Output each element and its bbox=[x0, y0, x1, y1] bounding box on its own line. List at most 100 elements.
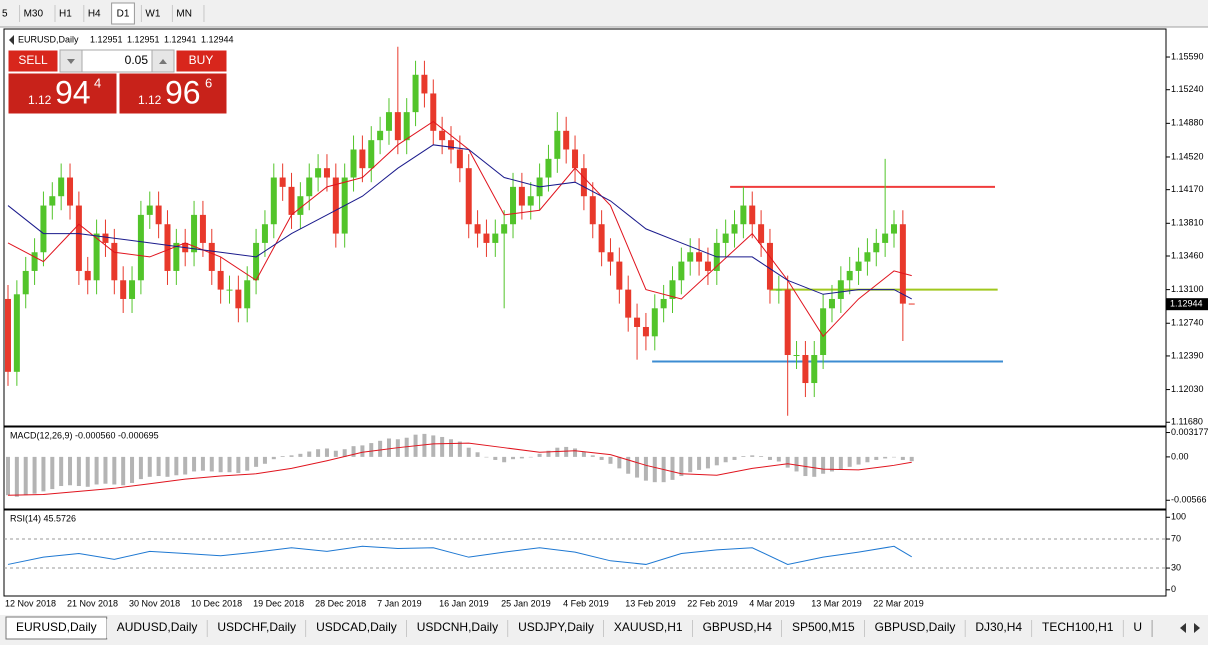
buy-label[interactable]: BUY bbox=[189, 53, 214, 67]
candle-body bbox=[563, 130, 570, 150]
candle-body bbox=[67, 177, 74, 206]
candle-body bbox=[359, 149, 366, 169]
macd-bar bbox=[289, 455, 294, 457]
macd-bar bbox=[130, 456, 135, 483]
symbol-tab-label[interactable]: TECH100,H1 bbox=[1042, 620, 1114, 634]
bid-box[interactable] bbox=[7, 72, 118, 115]
y-tick-label: 0 bbox=[1171, 584, 1176, 594]
sell-button[interactable] bbox=[7, 49, 59, 73]
macd-bar bbox=[900, 456, 905, 460]
symbol-tab[interactable] bbox=[207, 619, 307, 638]
symbol-tab[interactable] bbox=[692, 619, 782, 638]
symbol-tab-label[interactable]: USDCNH,Daily bbox=[417, 620, 498, 634]
symbol-tab[interactable] bbox=[406, 619, 509, 638]
timeframe-label[interactable]: MN bbox=[176, 9, 192, 20]
buy-button[interactable] bbox=[175, 49, 228, 73]
symbol-tab-label[interactable]: USDCHF,Daily bbox=[217, 620, 296, 634]
symbol-tab-label[interactable]: GBPUSD,Daily bbox=[875, 620, 956, 634]
candle-body bbox=[642, 326, 649, 337]
timeframe-label[interactable]: 5 bbox=[2, 9, 8, 20]
macd-bar bbox=[821, 456, 826, 474]
lot-value[interactable]: 0.05 bbox=[125, 53, 149, 67]
macd-bar bbox=[307, 451, 312, 457]
y-tick-label: 1.14880 bbox=[1171, 118, 1204, 128]
bid-big: 1.12 bbox=[28, 93, 52, 107]
macd-bar bbox=[635, 456, 640, 478]
macd-bar bbox=[369, 443, 374, 457]
macd-bar bbox=[23, 456, 28, 496]
macd-bar bbox=[404, 437, 409, 457]
symbol-tab-label[interactable]: XAUUSD,H1 bbox=[614, 620, 683, 634]
symbol-tab-label[interactable]: GBPUSD,H4 bbox=[703, 620, 773, 634]
candle-body bbox=[580, 168, 587, 197]
macd-bar bbox=[874, 456, 879, 460]
symbol-tab[interactable] bbox=[781, 619, 865, 638]
candle-body bbox=[306, 177, 313, 197]
symbol-tab[interactable] bbox=[603, 619, 693, 638]
symbol-tab-label[interactable]: U bbox=[1133, 620, 1142, 634]
symbol-tab-label[interactable]: USDJPY,Daily bbox=[518, 620, 594, 634]
timeframe-button[interactable] bbox=[111, 2, 135, 25]
candle-body bbox=[191, 214, 198, 253]
symbol-tab[interactable] bbox=[965, 619, 1033, 638]
candle-body bbox=[687, 252, 694, 262]
y-tick-label: 1.15590 bbox=[1171, 51, 1204, 61]
macd-bar bbox=[564, 446, 569, 457]
candle-body bbox=[545, 158, 552, 178]
candle-body bbox=[58, 177, 65, 197]
candle-body bbox=[137, 214, 144, 281]
symbol-tab[interactable] bbox=[864, 619, 966, 638]
macd-bar bbox=[856, 456, 861, 465]
y-tick-label: 100 bbox=[1171, 512, 1186, 522]
macd-bar bbox=[750, 455, 755, 457]
symbol-tab[interactable] bbox=[508, 619, 604, 638]
symbol-tab-label[interactable]: EURUSD,Daily bbox=[16, 620, 97, 634]
macd-bar bbox=[643, 456, 648, 481]
symbol-tab[interactable] bbox=[306, 619, 407, 638]
symbol-tab[interactable] bbox=[1123, 619, 1153, 638]
timeframe-label[interactable]: H4 bbox=[88, 9, 101, 20]
timeframe-label[interactable]: M30 bbox=[24, 9, 44, 20]
candle-body bbox=[669, 280, 676, 299]
candle-body bbox=[394, 112, 401, 141]
timeframe-label[interactable]: H1 bbox=[59, 9, 72, 20]
macd-bar bbox=[254, 456, 259, 467]
candle-body bbox=[226, 289, 233, 291]
macd-bar bbox=[174, 456, 179, 476]
symbol-tab-label[interactable]: AUDUSD,Daily bbox=[117, 620, 198, 634]
symbol-tab-label[interactable]: DJ30,H4 bbox=[975, 620, 1022, 634]
candle-body bbox=[368, 140, 375, 169]
x-tick-label: 22 Feb 2019 bbox=[687, 598, 738, 608]
low-value: 1.12941 bbox=[164, 34, 197, 44]
y-tick-label: 1.12030 bbox=[1171, 384, 1204, 394]
symbol-tab[interactable] bbox=[1032, 619, 1124, 638]
ask-box[interactable] bbox=[118, 72, 228, 115]
macd-bar bbox=[475, 452, 480, 457]
macd-bar bbox=[298, 453, 303, 457]
timeframe-label[interactable]: W1 bbox=[145, 9, 160, 20]
macd-bar bbox=[537, 453, 542, 457]
toolbar bbox=[0, 0, 1208, 27]
y-tick-label: 1.13460 bbox=[1171, 250, 1204, 260]
macd-bar bbox=[192, 456, 197, 472]
candle-body bbox=[793, 355, 800, 357]
candle-body bbox=[448, 140, 454, 150]
symbol-tab-label[interactable]: USDCAD,Daily bbox=[316, 620, 397, 634]
candle-body bbox=[456, 149, 463, 169]
symbol-tabs: EURUSD,Daily AUDUSD,Daily USDCHF,Daily USDC… bbox=[5, 616, 1153, 640]
macd-bar bbox=[227, 456, 232, 473]
x-tick-label: 22 Mar 2019 bbox=[873, 598, 924, 608]
sell-label[interactable]: SELL bbox=[18, 53, 48, 67]
ask-point: 6 bbox=[205, 75, 212, 90]
symbol-tab-label[interactable]: SP500,M15 bbox=[792, 620, 855, 634]
candle-body bbox=[22, 270, 29, 295]
x-tick-label: 13 Mar 2019 bbox=[811, 598, 862, 608]
tab-scroll-left[interactable] bbox=[1180, 623, 1186, 633]
macd-bar bbox=[76, 456, 81, 487]
y-tick-label: 1.14520 bbox=[1171, 151, 1204, 161]
symbol-tab[interactable] bbox=[106, 619, 208, 638]
candle-body bbox=[855, 261, 862, 271]
timeframe-label[interactable]: D1 bbox=[117, 9, 130, 20]
tab-scroll-right[interactable] bbox=[1194, 623, 1200, 633]
x-tick-label: 7 Jan 2019 bbox=[377, 598, 422, 608]
